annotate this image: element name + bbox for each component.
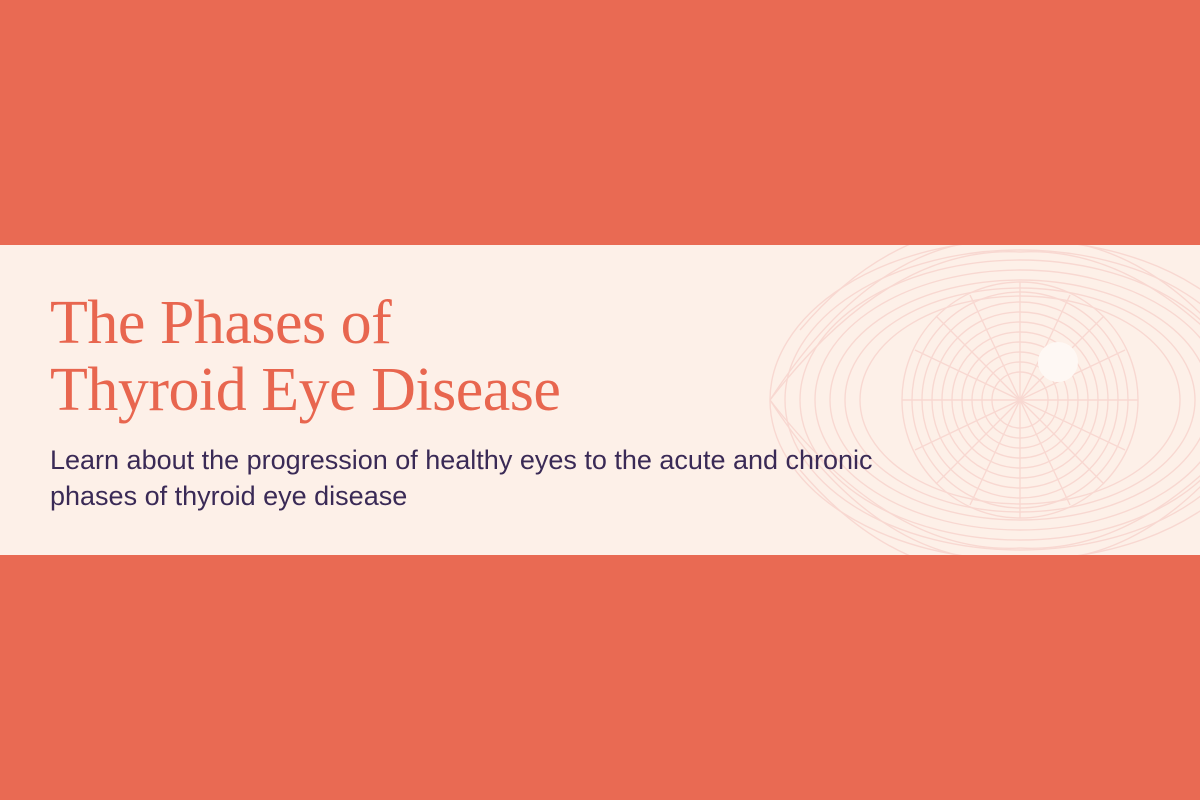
- banner-title: The Phases ofThyroid Eye Disease: [50, 290, 1150, 424]
- title-banner: The Phases ofThyroid Eye Disease Learn a…: [0, 245, 1200, 555]
- banner-subtitle: Learn about the progression of healthy e…: [50, 442, 930, 515]
- outer-frame: The Phases ofThyroid Eye Disease Learn a…: [0, 0, 1200, 800]
